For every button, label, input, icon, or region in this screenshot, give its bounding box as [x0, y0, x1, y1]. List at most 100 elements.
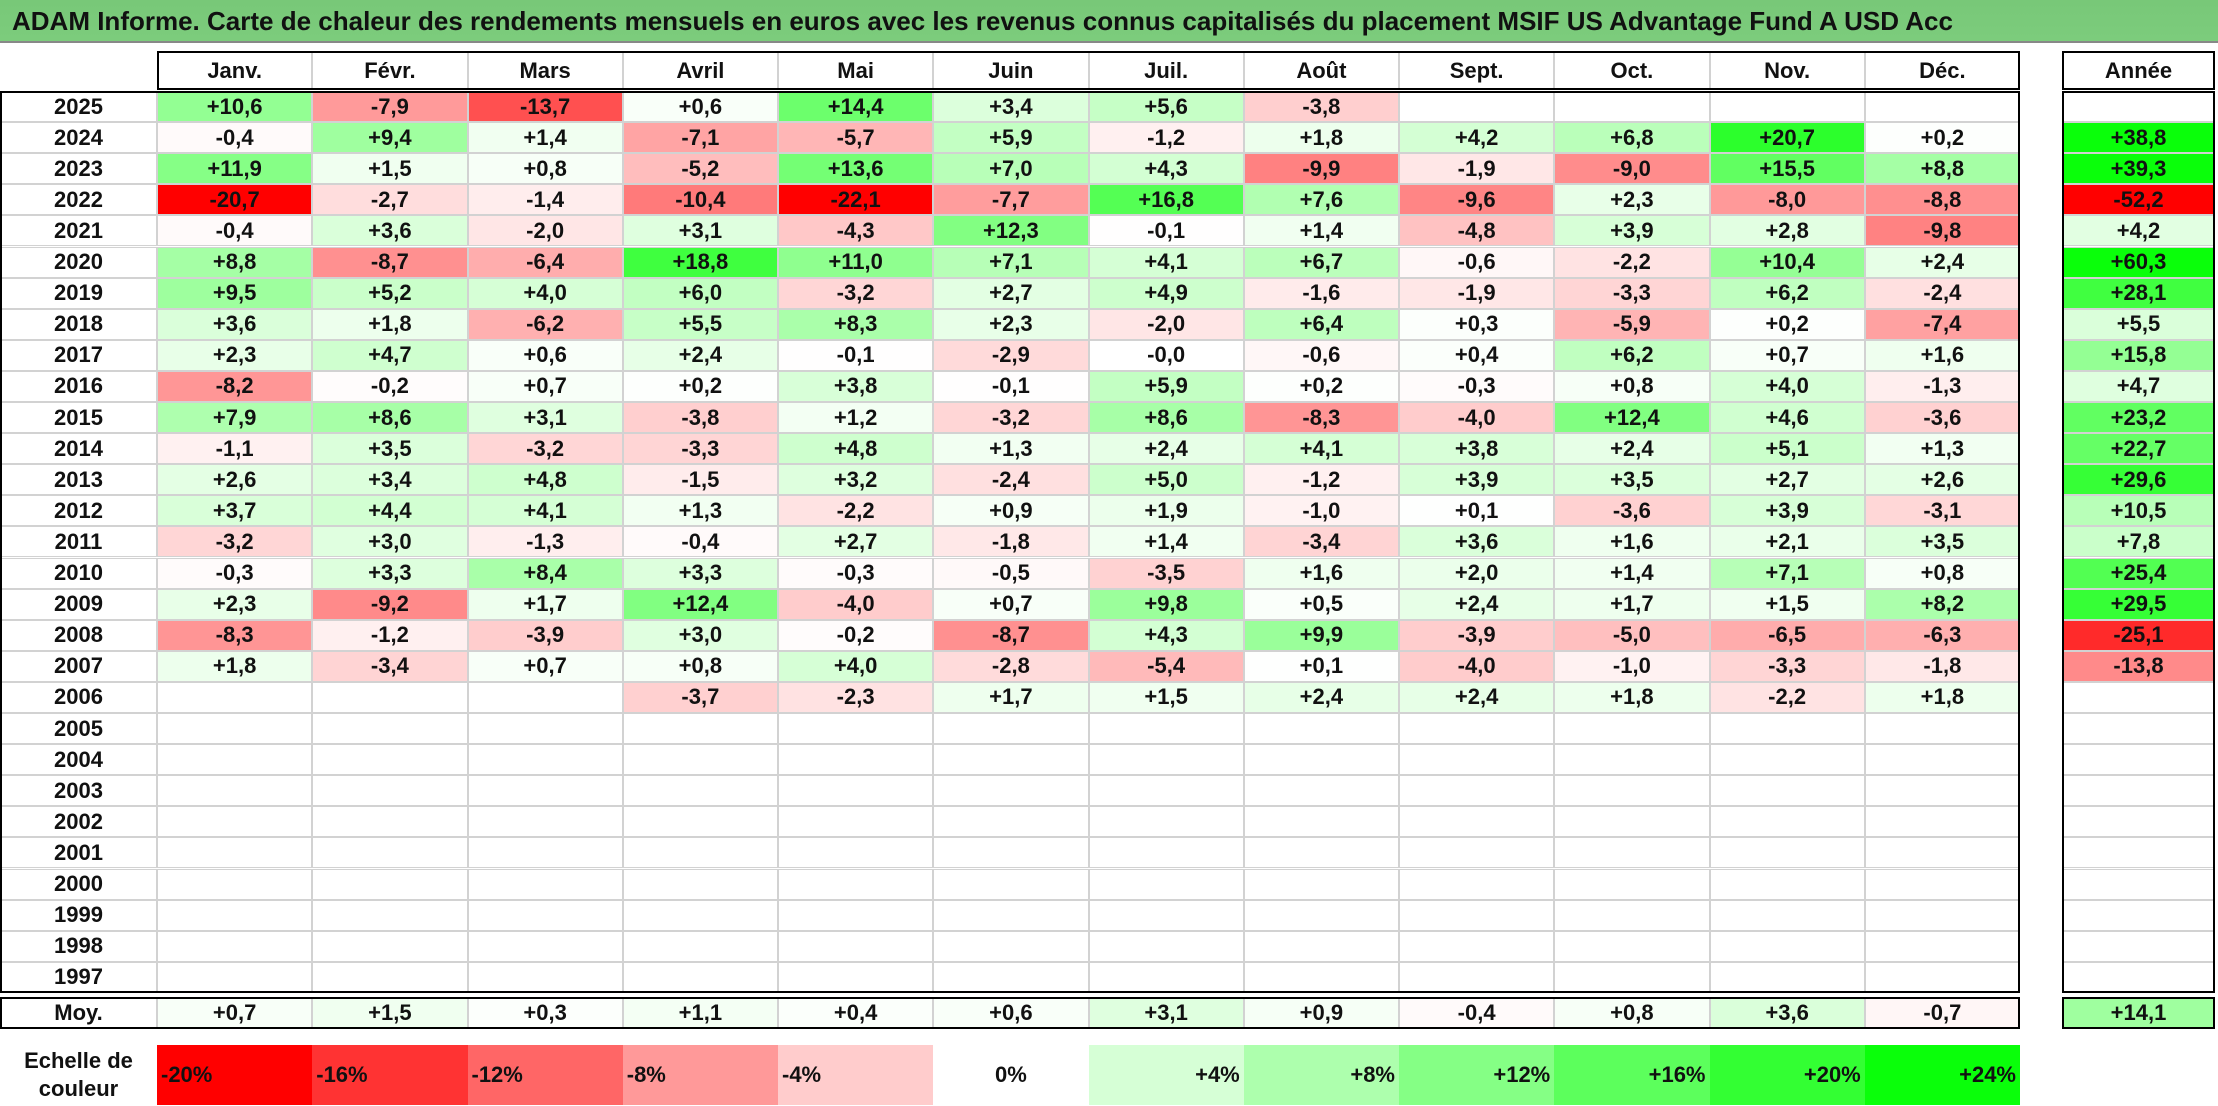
- heatmap-cell: +2,7: [778, 526, 934, 558]
- heatmap-cell: [1864, 961, 2020, 993]
- year-label: 2005: [0, 713, 157, 745]
- heatmap-cell: [1088, 930, 1244, 962]
- scale-swatch: -8%: [622, 1045, 778, 1105]
- heatmap-cell: +1,7: [933, 681, 1089, 713]
- heatmap-cell: +6,0: [622, 277, 778, 309]
- year-label: 2023: [0, 153, 157, 185]
- heatmap-cell: -4,0: [778, 588, 934, 620]
- heatmap-cell: -20,7: [157, 184, 313, 216]
- heatmap-cell: -2,8: [933, 650, 1089, 682]
- annual-cell: +39,3: [2062, 153, 2215, 185]
- heatmap-cell: [933, 806, 1089, 838]
- heatmap-cell: +3,6: [1399, 526, 1555, 558]
- heatmap-cell: [1088, 775, 1244, 807]
- heatmap-cell: +3,8: [1399, 433, 1555, 465]
- heatmap-cell: +2,8: [1709, 215, 1865, 247]
- heatmap-cell: -2,4: [933, 464, 1089, 496]
- heatmap-cell: +5,2: [312, 277, 468, 309]
- heatmap-cell: +8,6: [1088, 402, 1244, 434]
- heatmap-cell: [778, 899, 934, 931]
- heatmap-cell: -9,0: [1554, 153, 1710, 185]
- heatmap-cell: [1864, 91, 2020, 123]
- annual-cell: [2062, 930, 2215, 962]
- heatmap-cell: +2,1: [1709, 526, 1865, 558]
- heatmap-cell: [467, 868, 623, 900]
- heatmap-cell: [1399, 837, 1555, 869]
- heatmap-cell: +9,5: [157, 277, 313, 309]
- average-cell: -0,7: [1864, 997, 2020, 1029]
- heatmap-cell: +20,7: [1709, 122, 1865, 154]
- heatmap-cell: [1243, 775, 1399, 807]
- heatmap-cell: [467, 899, 623, 931]
- heatmap-cell: +1,5: [1709, 588, 1865, 620]
- heatmap-cell: +1,8: [1864, 681, 2020, 713]
- heatmap-cell: [933, 837, 1089, 869]
- heatmap-cell: [933, 961, 1089, 993]
- chart-title: ADAM Informe. Carte de chaleur des rende…: [12, 6, 1953, 36]
- heatmap-cell: +2,4: [622, 339, 778, 371]
- annual-cell: [2062, 899, 2215, 931]
- month-header: Mars: [467, 51, 623, 90]
- heatmap-cell: [157, 899, 313, 931]
- heatmap-cell: [1243, 899, 1399, 931]
- heatmap-cell: +16,8: [1088, 184, 1244, 216]
- heatmap-cell: -0,6: [1399, 246, 1555, 278]
- heatmap-cell: -4,0: [1399, 402, 1555, 434]
- scale-swatch: +12%: [1399, 1045, 1555, 1105]
- scale-swatch: +20%: [1709, 1045, 1865, 1105]
- heatmap-cell: +5,1: [1709, 433, 1865, 465]
- heatmap-cell: [1864, 744, 2020, 776]
- year-label: 2002: [0, 806, 157, 838]
- heatmap-cell: [1709, 930, 1865, 962]
- heatmap-cell: +3,9: [1709, 495, 1865, 527]
- year-label: 2021: [0, 215, 157, 247]
- heatmap-cell: +3,3: [312, 557, 468, 589]
- heatmap-cell: -8,8: [1864, 184, 2020, 216]
- year-label: 2016: [0, 370, 157, 402]
- heatmap-cell: +0,6: [622, 91, 778, 123]
- heatmap-cell: -5,7: [778, 122, 934, 154]
- average-label: Moy.: [0, 997, 157, 1029]
- scale-swatch: +16%: [1554, 1045, 1710, 1105]
- heatmap-cell: [1554, 899, 1710, 931]
- heatmap-cell: -1,8: [933, 526, 1089, 558]
- heatmap-cell: -2,7: [312, 184, 468, 216]
- heatmap-cell: -3,5: [1088, 557, 1244, 589]
- heatmap-cell: +1,4: [1243, 215, 1399, 247]
- heatmap-cell: [1088, 744, 1244, 776]
- heatmap-cell: -5,2: [622, 153, 778, 185]
- heatmap-cell: +6,7: [1243, 246, 1399, 278]
- heatmap-cell: +14,4: [778, 91, 934, 123]
- average-cell: +3,1: [1088, 997, 1244, 1029]
- heatmap-cell: +1,5: [312, 153, 468, 185]
- heatmap-cell: [312, 930, 468, 962]
- year-label: 2017: [0, 339, 157, 371]
- heatmap-cell: +2,7: [933, 277, 1089, 309]
- heatmap-cell: [622, 713, 778, 745]
- heatmap-cell: [157, 806, 313, 838]
- year-label: 2025: [0, 91, 157, 123]
- heatmap-cell: -9,9: [1243, 153, 1399, 185]
- heatmap-cell: +2,4: [1864, 246, 2020, 278]
- heatmap-cell: [467, 837, 623, 869]
- heatmap-cell: [778, 961, 934, 993]
- heatmap-cell: -2,2: [1554, 246, 1710, 278]
- heatmap-cell: [1709, 744, 1865, 776]
- heatmap-cell: [778, 744, 934, 776]
- heatmap-cell: +3,5: [1864, 526, 2020, 558]
- heatmap-cell: [312, 681, 468, 713]
- year-label: 2009: [0, 588, 157, 620]
- month-header: Sept.: [1399, 51, 1555, 90]
- heatmap-cell: +12,3: [933, 215, 1089, 247]
- annual-cell: +25,4: [2062, 557, 2215, 589]
- month-header: Févr.: [312, 51, 468, 90]
- heatmap-cell: +2,3: [1554, 184, 1710, 216]
- year-label: 2019: [0, 277, 157, 309]
- heatmap-cell: +7,6: [1243, 184, 1399, 216]
- heatmap-cell: [157, 837, 313, 869]
- heatmap-cell: +10,6: [157, 91, 313, 123]
- heatmap-cell: +11,9: [157, 153, 313, 185]
- year-label: 2003: [0, 775, 157, 807]
- year-label: 2011: [0, 526, 157, 558]
- annual-cell: -52,2: [2062, 184, 2215, 216]
